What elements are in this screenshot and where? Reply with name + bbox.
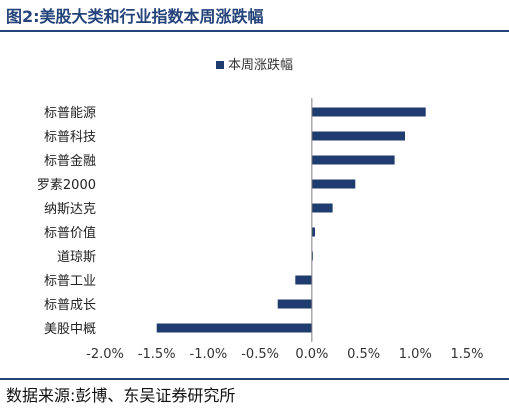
source-note: 数据来源:彭博、东吴证券研究所	[6, 382, 235, 410]
figure-title-text: 美股大类和行业指数本周涨跌幅	[39, 7, 264, 26]
x-tick-label: -0.5%	[241, 347, 279, 362]
bar-9	[277, 299, 312, 309]
legend: 本周涨跌幅	[216, 57, 293, 73]
bar-8	[295, 275, 312, 285]
bar-4	[311, 179, 356, 189]
category-label: 标普成长	[44, 298, 96, 313]
category-label: 美股中概	[44, 322, 96, 337]
category-label: 标普科技	[44, 130, 96, 145]
category-label: 标普工业	[44, 274, 96, 289]
x-tick-label: -2.0%	[86, 347, 124, 362]
category-label: 道琼斯	[57, 250, 96, 265]
x-tick-label: -1.0%	[190, 347, 228, 362]
bar-10	[156, 323, 312, 333]
x-tick-label: 0.0%	[295, 347, 328, 362]
x-tick-label: 1.5%	[450, 347, 483, 362]
bars-group	[156, 107, 426, 333]
title-divider	[0, 30, 509, 32]
legend-label: 本周涨跌幅	[228, 57, 293, 73]
legend-swatch	[216, 61, 224, 69]
category-label: 标普金融	[44, 153, 96, 169]
source-text: 数据来源:彭博、东吴证券研究所	[6, 386, 236, 405]
x-tick-label: -1.5%	[138, 347, 176, 362]
source-divider	[0, 378, 509, 380]
figure-title: 图2:美股大类和行业指数本周涨跌幅	[6, 4, 264, 30]
bar-chart: 本周涨跌幅 标普能源标普科技标普金融罗素2000纳斯达克标普价值道琼斯标普工业标…	[37, 57, 484, 362]
x-tick-label: 0.5%	[347, 347, 380, 362]
bar-3	[311, 155, 395, 165]
category-label: 标普价值	[44, 225, 96, 241]
category-label: 罗素2000	[37, 178, 96, 193]
bar-7	[311, 251, 313, 261]
category-label: 纳斯达克	[44, 202, 96, 217]
x-tick-labels: -2.0% -1.5% -1.0% -0.5% 0.0% 0.5% 1.0% 1.5%	[86, 347, 483, 362]
bar-6	[311, 227, 315, 237]
category-label: 标普能源	[44, 106, 96, 121]
x-tick-label: 1.0%	[399, 347, 432, 362]
bar-1	[311, 107, 426, 117]
bar-5	[311, 203, 333, 213]
bar-2	[311, 131, 405, 141]
figure-label: 图2:	[6, 7, 40, 26]
